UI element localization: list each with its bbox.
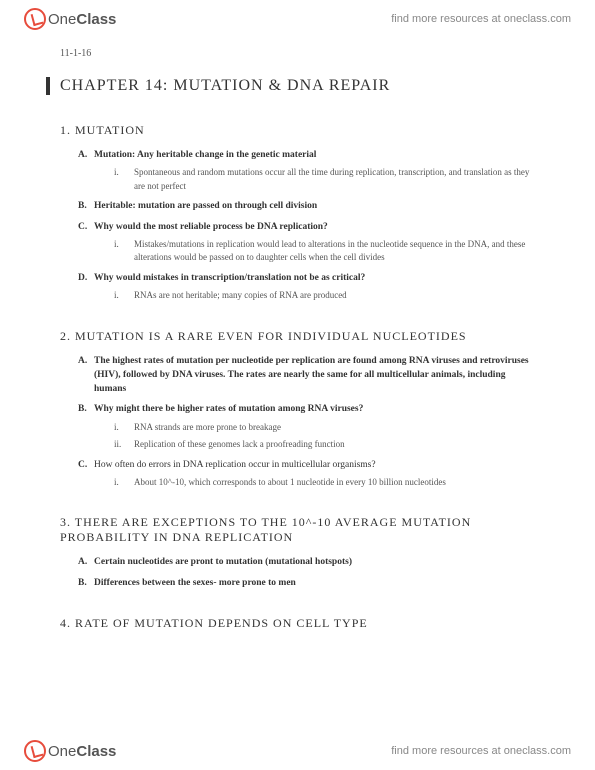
page-header: OneClass find more resources at oneclass… xyxy=(0,0,595,38)
roman-item: Spontaneous and random mutations occur a… xyxy=(114,166,535,193)
alpha-item-text: Mutation: Any heritable change in the ge… xyxy=(94,150,316,160)
alpha-list: Certain nucleotides are pront to mutatio… xyxy=(60,555,535,590)
roman-list: About 10^-10, which corresponds to about… xyxy=(94,476,535,490)
section-item: RATE OF MUTATION DEPENDS ON CELL TYPE xyxy=(60,616,535,631)
section-title: RATE OF MUTATION DEPENDS ON CELL TYPE xyxy=(60,616,535,631)
section-title: MUTATION xyxy=(60,123,535,138)
alpha-item: Heritable: mutation are passed on throug… xyxy=(78,199,535,213)
roman-item: Replication of these genomes lack a proo… xyxy=(114,438,535,452)
logo-text: OneClass xyxy=(48,11,116,28)
section-title: THERE ARE EXCEPTIONS TO THE 10^-10 AVERA… xyxy=(60,515,535,545)
logo-text-footer: OneClass xyxy=(48,743,116,760)
alpha-item-text: Why would mistakes in transcription/tran… xyxy=(94,273,365,283)
document-date: 11-1-16 xyxy=(60,48,535,59)
roman-item: RNAs are not heritable; many copies of R… xyxy=(114,289,535,303)
alpha-item: Mutation: Any heritable change in the ge… xyxy=(78,148,535,193)
footer-link[interactable]: find more resources at oneclass.com xyxy=(391,745,571,757)
alpha-item: Why might there be higher rates of mutat… xyxy=(78,402,535,451)
roman-list: Mistakes/mutations in replication would … xyxy=(94,238,535,265)
roman-item: Mistakes/mutations in replication would … xyxy=(114,238,535,265)
alpha-item-text: The highest rates of mutation per nucleo… xyxy=(94,356,529,395)
alpha-list: Mutation: Any heritable change in the ge… xyxy=(60,148,535,303)
alpha-list: The highest rates of mutation per nucleo… xyxy=(60,354,535,490)
alpha-item-text: How often do errors in DNA replication o… xyxy=(94,460,376,470)
logo-part1: One xyxy=(48,11,76,28)
roman-list: RNAs are not heritable; many copies of R… xyxy=(94,289,535,303)
logo-part2: Class xyxy=(76,11,116,28)
alpha-item-text: Why would the most reliable process be D… xyxy=(94,222,328,232)
logo-icon xyxy=(24,740,46,762)
alpha-item-text: Why might there be higher rates of mutat… xyxy=(94,404,363,414)
roman-item: About 10^-10, which corresponds to about… xyxy=(114,476,535,490)
alpha-item-text: Certain nucleotides are pront to mutatio… xyxy=(94,557,352,567)
alpha-item: The highest rates of mutation per nucleo… xyxy=(78,354,535,397)
alpha-item: Why would mistakes in transcription/tran… xyxy=(78,271,535,303)
alpha-item-text: Differences between the sexes- more pron… xyxy=(94,578,296,588)
section-title: MUTATION IS A RARE EVEN FOR INDIVIDUAL N… xyxy=(60,329,535,344)
brand-logo-footer: OneClass xyxy=(24,740,116,762)
section-item: MUTATION IS A RARE EVEN FOR INDIVIDUAL N… xyxy=(60,329,535,490)
section-item: MUTATION Mutation: Any heritable change i… xyxy=(60,123,535,303)
alpha-item: Differences between the sexes- more pron… xyxy=(78,576,535,590)
chapter-title: CHAPTER 14: MUTATION & DNA REPAIR xyxy=(46,77,535,95)
brand-logo: OneClass xyxy=(24,8,116,30)
alpha-item-text: Heritable: mutation are passed on throug… xyxy=(94,201,317,211)
alpha-item: How often do errors in DNA replication o… xyxy=(78,458,535,490)
roman-item: RNA strands are more prone to breakage xyxy=(114,421,535,435)
section-item: THERE ARE EXCEPTIONS TO THE 10^-10 AVERA… xyxy=(60,515,535,590)
logo-part2: Class xyxy=(76,743,116,760)
document-content: 11-1-16 CHAPTER 14: MUTATION & DNA REPAI… xyxy=(0,38,595,697)
header-link[interactable]: find more resources at oneclass.com xyxy=(391,13,571,25)
alpha-item: Why would the most reliable process be D… xyxy=(78,220,535,265)
logo-icon xyxy=(24,8,46,30)
page-footer: OneClass find more resources at oneclass… xyxy=(0,732,595,770)
roman-list: RNA strands are more prone to breakage Re… xyxy=(94,421,535,452)
alpha-item: Certain nucleotides are pront to mutatio… xyxy=(78,555,535,569)
section-list: MUTATION Mutation: Any heritable change i… xyxy=(60,123,535,631)
logo-part1: One xyxy=(48,743,76,760)
roman-list: Spontaneous and random mutations occur a… xyxy=(94,166,535,193)
